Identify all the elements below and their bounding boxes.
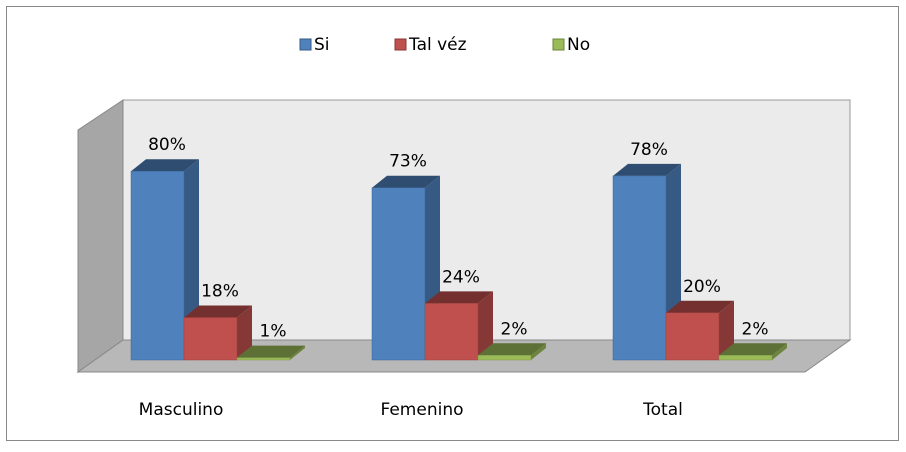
data-label: 2% bbox=[501, 319, 528, 339]
bar-side bbox=[478, 291, 493, 360]
bar-top bbox=[131, 159, 199, 172]
data-label: 80% bbox=[148, 135, 186, 155]
bar-side bbox=[772, 343, 787, 360]
bar bbox=[612, 175, 667, 361]
bar-top bbox=[719, 343, 787, 356]
data-label: 2% bbox=[742, 319, 769, 339]
legend-label: Tal véz bbox=[408, 35, 467, 55]
bar-side bbox=[237, 305, 252, 360]
legend-label: Si bbox=[314, 35, 330, 55]
legend-label: No bbox=[567, 35, 590, 55]
data-label: 20% bbox=[683, 277, 721, 297]
data-label: 73% bbox=[389, 152, 427, 172]
x-tick-label: Total bbox=[642, 400, 683, 420]
bar-top bbox=[425, 291, 493, 304]
bar-top bbox=[666, 300, 734, 313]
bar-top bbox=[372, 175, 440, 188]
side-wall bbox=[77, 99, 124, 373]
bar bbox=[665, 312, 720, 361]
data-label: 18% bbox=[201, 282, 239, 302]
legend-swatch bbox=[552, 38, 565, 51]
bar-top bbox=[613, 163, 681, 176]
bar bbox=[424, 303, 479, 361]
bar bbox=[130, 170, 185, 361]
bar-side bbox=[531, 343, 546, 360]
x-tick-label: Femenino bbox=[381, 400, 464, 420]
data-label: 78% bbox=[630, 140, 668, 160]
bar-top bbox=[237, 345, 305, 358]
legend-swatch bbox=[299, 38, 312, 51]
bar-side bbox=[290, 345, 305, 360]
bar-top bbox=[478, 343, 546, 356]
bar-top bbox=[184, 305, 252, 318]
bar bbox=[183, 317, 238, 361]
bar bbox=[371, 187, 426, 361]
bar-side bbox=[719, 300, 734, 360]
bar bbox=[718, 355, 773, 361]
bar bbox=[477, 355, 532, 361]
x-tick-label: Masculino bbox=[139, 400, 224, 420]
data-label: 1% bbox=[260, 322, 287, 342]
data-label: 24% bbox=[442, 267, 480, 287]
legend-swatch bbox=[394, 38, 407, 51]
bar bbox=[236, 357, 291, 361]
